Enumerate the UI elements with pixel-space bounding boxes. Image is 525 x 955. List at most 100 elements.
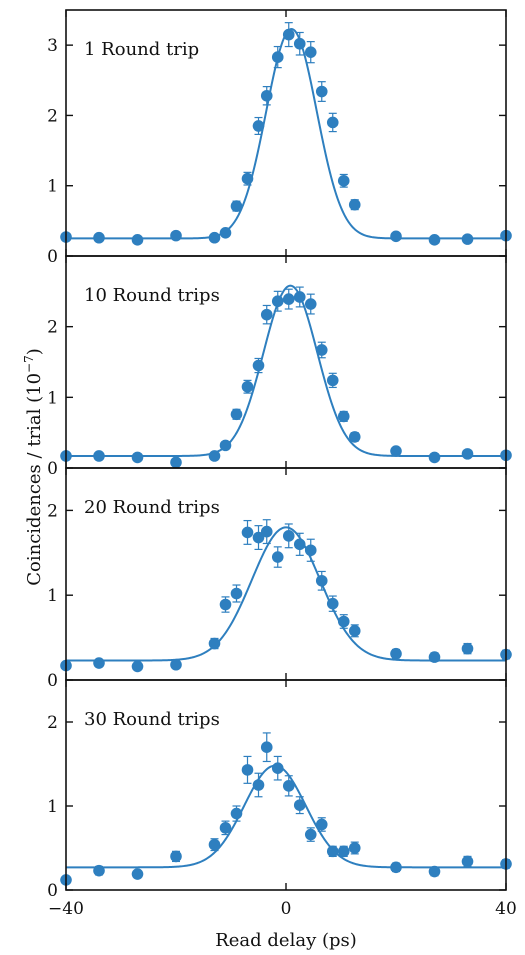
data-point: [93, 864, 105, 877]
data-point: [93, 231, 105, 244]
data-point: [428, 451, 441, 464]
data-point: [390, 445, 402, 457]
data-point: [348, 431, 361, 443]
x-tick-label: −40: [48, 899, 84, 919]
fit-curve: [66, 284, 506, 457]
data-point: [461, 642, 474, 655]
data-point: [293, 799, 306, 811]
data-point: [348, 625, 361, 637]
data-point: [282, 530, 295, 542]
data-point: [170, 456, 182, 469]
y-tick-label: 2: [47, 501, 58, 521]
data-point: [326, 845, 339, 858]
shared-x-axis: −40 0 40: [48, 899, 517, 919]
data-point: [293, 291, 306, 303]
data-point: [252, 359, 265, 372]
x-tick-label: 0: [281, 899, 292, 919]
data-point: [337, 615, 350, 628]
data-point: [461, 855, 474, 868]
data-point: [315, 85, 328, 98]
y-tick-label: 2: [47, 106, 58, 126]
data-point: [241, 526, 254, 539]
data-point: [348, 842, 361, 854]
panel-2: 0 1 2 10 Round trips: [47, 255, 512, 479]
y-tick-label: 3: [47, 36, 58, 56]
y-axis-label: Coincidences / trial (10−7): [22, 348, 45, 586]
data-point: [260, 525, 273, 538]
panel-label: 20 Round trips: [84, 497, 220, 518]
data-point: [241, 764, 254, 776]
y-tick-label: 0: [47, 247, 58, 267]
data-point: [304, 46, 317, 58]
data-point: [208, 838, 221, 851]
data-point: [170, 658, 182, 671]
data-point: [241, 380, 254, 393]
data-point: [208, 231, 221, 244]
y-tick-label: 1: [47, 388, 58, 408]
data-point: [260, 89, 273, 102]
data-point: [208, 637, 221, 650]
y-tick-label: 1: [47, 177, 58, 197]
fit-curve: [66, 27, 506, 240]
data-point: [390, 861, 402, 874]
data-point: [170, 850, 182, 863]
data-point: [282, 780, 295, 792]
data-point: [131, 234, 144, 246]
data-point: [304, 544, 317, 557]
data-point: [326, 116, 339, 129]
x-axis-label: Read delay (ps): [215, 930, 357, 951]
y-tick-label: 1: [47, 797, 58, 817]
data-point: [260, 308, 273, 321]
data-point: [208, 450, 221, 462]
data-point: [348, 198, 361, 211]
data-point: [282, 28, 295, 41]
panel-label: 30 Round trips: [84, 709, 220, 730]
data-point: [260, 741, 273, 753]
data-point: [252, 779, 265, 791]
y-tick-label: 0: [47, 671, 58, 691]
panel-4: 0 1 2 30 Round trips: [47, 679, 512, 901]
data-point: [131, 868, 144, 880]
panel-label: 1 Round trip: [84, 39, 199, 60]
data-point: [93, 450, 105, 462]
y-tick-label: 0: [47, 459, 58, 479]
data-point: [315, 344, 328, 356]
data-point: [271, 51, 284, 63]
data-point: [428, 651, 441, 663]
y-axis-label-close: ): [24, 348, 45, 355]
data-point: [461, 448, 474, 460]
data-point: [93, 657, 105, 669]
data-point: [282, 293, 295, 305]
data-point: [131, 451, 144, 464]
data-point: [304, 828, 317, 841]
data-point: [219, 598, 232, 611]
data-point: [230, 200, 243, 212]
y-axis-label-main: Coincidences / trial (10: [24, 373, 45, 586]
y-tick-label: 2: [47, 713, 58, 733]
data-point: [315, 574, 328, 587]
y-tick-label: 1: [47, 586, 58, 606]
data-point: [230, 587, 243, 600]
panel-1: 0 1 2 3 1 Round trip: [47, 9, 512, 267]
data-point: [271, 762, 284, 774]
panel-label: 10 Round trips: [84, 285, 220, 306]
data-point: [337, 410, 350, 423]
y-tick-label: 2: [47, 318, 58, 338]
data-point: [170, 229, 182, 242]
data-point: [252, 120, 265, 132]
data-point: [315, 818, 328, 831]
data-point: [461, 233, 474, 245]
data-point: [326, 597, 339, 610]
data-point: [230, 807, 243, 820]
data-point: [241, 172, 254, 185]
data-point: [252, 531, 265, 544]
panel-3: 0 1 2 20 Round trips: [47, 467, 512, 691]
data-point: [219, 439, 232, 452]
data-point: [293, 37, 306, 50]
data-point: [326, 374, 339, 387]
data-point: [293, 538, 306, 551]
x-tick-label: 40: [495, 899, 517, 919]
y-axis-label-exponent: −7: [22, 355, 36, 373]
data-point: [337, 174, 350, 187]
